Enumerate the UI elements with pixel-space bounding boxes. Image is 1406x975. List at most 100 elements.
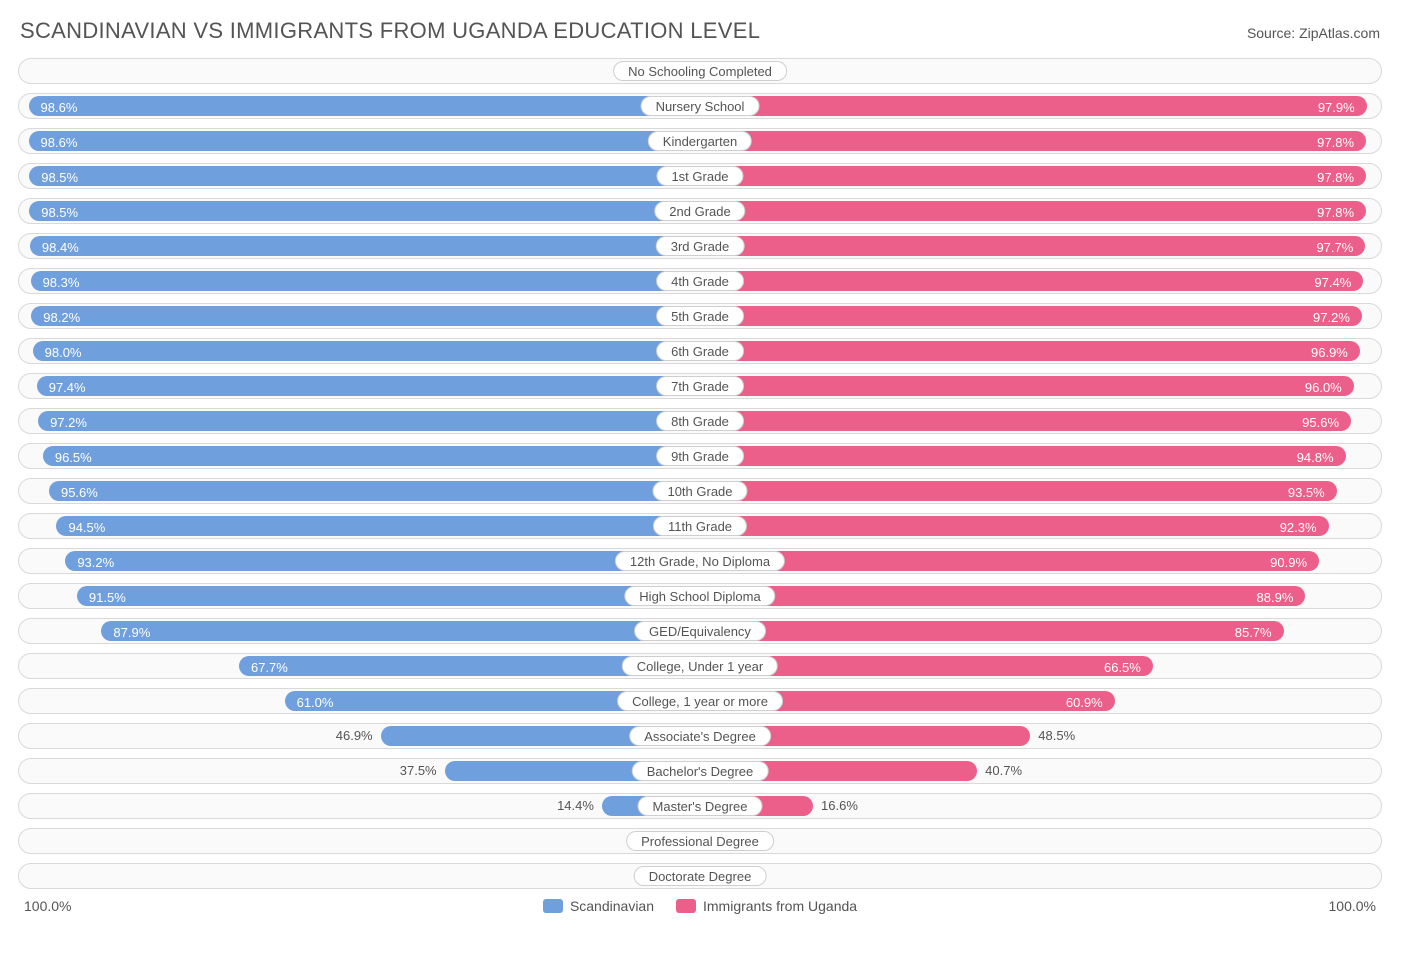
category-pill: No Schooling Completed [613, 61, 787, 81]
pct-right: 66.5% [1104, 656, 1141, 680]
category-pill: Kindergarten [648, 131, 752, 151]
category-pill: College, Under 1 year [622, 656, 778, 676]
pct-left: 61.0% [297, 691, 334, 715]
category-pill: Master's Degree [638, 796, 763, 816]
chart-row: 87.9%85.7%GED/Equivalency [18, 618, 1382, 644]
pct-left: 87.9% [113, 621, 150, 645]
pct-right: 97.7% [1316, 236, 1353, 260]
pct-left: 97.4% [49, 376, 86, 400]
pct-left: 98.4% [42, 236, 79, 260]
bar-left: 91.5% [77, 586, 700, 606]
pct-left: 98.2% [43, 306, 80, 330]
bar-right: 85.7% [700, 621, 1284, 641]
pct-left: 96.5% [55, 446, 92, 470]
chart-row: 97.4%96.0%7th Grade [18, 373, 1382, 399]
bar-right: 97.4% [700, 271, 1363, 291]
legend-swatch-right [676, 899, 696, 913]
bar-right: 94.8% [700, 446, 1346, 466]
pct-right: 40.7% [985, 759, 1022, 783]
pct-left: 91.5% [89, 586, 126, 610]
pct-right: 16.6% [821, 794, 858, 818]
chart-row: 98.2%97.2%5th Grade [18, 303, 1382, 329]
category-pill: 7th Grade [656, 376, 744, 396]
category-pill: Bachelor's Degree [632, 761, 769, 781]
pct-right: 97.8% [1317, 201, 1354, 225]
bar-left: 97.2% [38, 411, 700, 431]
bar-left: 98.0% [33, 341, 700, 361]
category-pill: 10th Grade [652, 481, 747, 501]
pct-left: 98.5% [41, 166, 78, 190]
category-pill: 12th Grade, No Diploma [615, 551, 785, 571]
bar-right: 92.3% [700, 516, 1329, 536]
chart-row: 67.7%66.5%College, Under 1 year [18, 653, 1382, 679]
bar-right: 97.7% [700, 236, 1365, 256]
chart-row: 98.4%97.7%3rd Grade [18, 233, 1382, 259]
bar-left: 98.5% [29, 166, 700, 186]
bar-right: 97.8% [700, 131, 1366, 151]
bar-left: 95.6% [49, 481, 700, 501]
bar-right: 97.9% [700, 96, 1367, 116]
pct-left: 93.2% [77, 551, 114, 575]
chart-row: 91.5%88.9%High School Diploma [18, 583, 1382, 609]
bar-right: 96.0% [700, 376, 1354, 396]
bar-left: 94.5% [56, 516, 700, 536]
bar-left: 98.5% [29, 201, 700, 221]
chart-row: 4.2%5.0%Professional Degree [18, 828, 1382, 854]
pct-right: 97.8% [1317, 131, 1354, 155]
pct-left: 97.2% [50, 411, 87, 435]
pct-left: 98.0% [45, 341, 82, 365]
pct-left: 94.5% [68, 516, 105, 540]
pct-right: 97.2% [1313, 306, 1350, 330]
legend-swatch-left [543, 899, 563, 913]
pct-right: 94.8% [1297, 446, 1334, 470]
bar-right: 97.8% [700, 201, 1366, 221]
chart-footer: 100.0% Scandinavian Immigrants from Ugan… [18, 898, 1382, 914]
pct-right: 90.9% [1270, 551, 1307, 575]
chart-row: 97.2%95.6%8th Grade [18, 408, 1382, 434]
chart-title: SCANDINAVIAN VS IMMIGRANTS FROM UGANDA E… [20, 18, 760, 44]
pct-right: 88.9% [1257, 586, 1294, 610]
diverging-bar-chart: 1.5%2.3%No Schooling Completed98.6%97.9%… [18, 58, 1382, 889]
bar-left: 93.2% [65, 551, 700, 571]
bar-right: 95.6% [700, 411, 1351, 431]
chart-row: 93.2% 90.9% 12th Grade, No Diploma [18, 548, 1382, 574]
bar-right: 88.9% [700, 586, 1305, 606]
pct-left: 14.4% [557, 794, 594, 818]
bar-right: 93.5% [700, 481, 1337, 501]
category-pill: Associate's Degree [629, 726, 771, 746]
chart-row: 98.3%97.4%4th Grade [18, 268, 1382, 294]
pct-right: 97.4% [1314, 271, 1351, 295]
category-pill: 11th Grade [653, 516, 747, 536]
bar-left: 98.2% [31, 306, 700, 326]
pct-left: 98.5% [41, 201, 78, 225]
pct-left: 98.6% [41, 96, 78, 120]
bar-right: 97.2% [700, 306, 1362, 326]
pct-left: 95.6% [61, 481, 98, 505]
chart-row: 46.9%48.5%Associate's Degree [18, 723, 1382, 749]
bar-right: 96.9% [700, 341, 1360, 361]
pct-left: 98.6% [41, 131, 78, 155]
category-pill: 9th Grade [656, 446, 744, 466]
chart-source: Source: ZipAtlas.com [1247, 25, 1380, 41]
pct-right: 95.6% [1302, 411, 1339, 435]
chart-header: SCANDINAVIAN VS IMMIGRANTS FROM UGANDA E… [18, 18, 1382, 44]
bar-left: 98.3% [31, 271, 700, 291]
category-pill: GED/Equivalency [634, 621, 766, 641]
category-pill: 1st Grade [656, 166, 743, 186]
pct-left: 46.9% [336, 724, 373, 748]
category-pill: 2nd Grade [654, 201, 745, 221]
pct-right: 96.0% [1305, 376, 1342, 400]
category-pill: 4th Grade [656, 271, 744, 291]
chart-row: 96.5%94.8%9th Grade [18, 443, 1382, 469]
chart-row: 98.6%97.8%Kindergarten [18, 128, 1382, 154]
chart-row: 98.0%96.9%6th Grade [18, 338, 1382, 364]
legend-label-left: Scandinavian [570, 898, 654, 914]
legend-item-right: Immigrants from Uganda [676, 898, 857, 914]
bar-left: 87.9% [101, 621, 700, 641]
chart-row: 94.5%92.3%11th Grade [18, 513, 1382, 539]
category-pill: 8th Grade [656, 411, 744, 431]
legend: Scandinavian Immigrants from Uganda [543, 898, 857, 914]
pct-right: 60.9% [1066, 691, 1103, 715]
chart-row: 14.4% 16.6% Master's Degree [18, 793, 1382, 819]
category-pill: College, 1 year or more [617, 691, 783, 711]
